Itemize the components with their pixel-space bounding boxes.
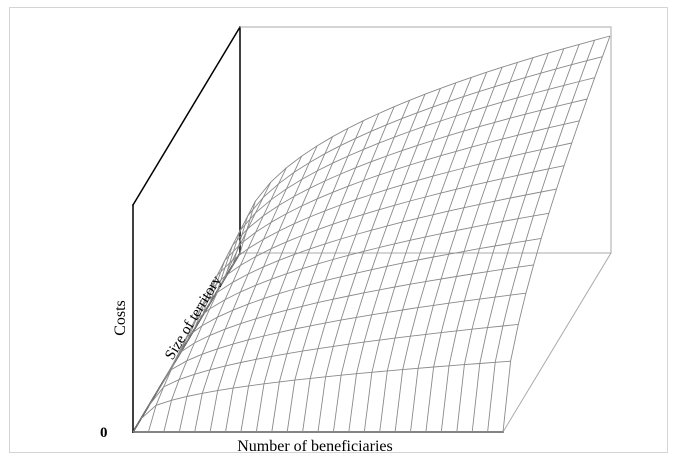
mesh-line-beneficiaries-20 <box>440 52 549 433</box>
mesh-line-beneficiaries-19 <box>425 57 534 433</box>
origin-label: 0 <box>100 425 108 441</box>
x-axis-label: Number of beneficiaries <box>237 438 392 455</box>
mesh-line-beneficiaries-10 <box>286 106 395 433</box>
mesh-line-beneficiaries-6 <box>225 136 333 433</box>
figure-border <box>9 7 668 453</box>
floor-right-edge <box>502 252 612 433</box>
mesh-line-beneficiaries-3 <box>178 167 287 433</box>
mesh-line-beneficiaries-15 <box>363 77 472 433</box>
mesh-line-beneficiaries-7 <box>240 128 349 433</box>
cost-surface-mesh <box>132 35 611 433</box>
mesh-line-beneficiaries-11 <box>302 100 411 433</box>
mesh-line-beneficiaries-2 <box>163 181 272 433</box>
mesh-line-beneficiaries-4 <box>194 155 303 433</box>
mesh-line-beneficiaries-13 <box>332 88 441 433</box>
mesh-line-beneficiaries-14 <box>348 82 457 433</box>
mesh-line-beneficiaries-5 <box>209 145 318 433</box>
mesh-line-beneficiaries-23 <box>487 40 596 433</box>
y-axis-label: Costs <box>112 300 129 336</box>
mesh-line-territory-9 <box>201 142 572 318</box>
mesh-line-territory-12 <box>224 77 595 279</box>
mesh-line-beneficiaries-17 <box>394 67 503 433</box>
mesh-line-beneficiaries-16 <box>379 72 488 433</box>
mesh-line-territory-13 <box>231 56 603 266</box>
mesh-line-beneficiaries-8 <box>255 120 364 433</box>
mesh-line-beneficiaries-1 <box>147 200 256 433</box>
mesh-line-territory-2 <box>147 323 519 407</box>
mesh-line-beneficiaries-18 <box>410 62 518 433</box>
mesh-line-beneficiaries-21 <box>456 48 565 433</box>
mesh-line-beneficiaries-9 <box>271 113 380 433</box>
mesh-line-beneficiaries-22 <box>471 44 580 433</box>
mesh-line-territory-6 <box>178 212 549 356</box>
mesh-line-beneficiaries-12 <box>317 94 426 433</box>
mesh-line-beneficiaries-24 <box>502 35 611 433</box>
left-back-top-edge <box>131 25 242 207</box>
